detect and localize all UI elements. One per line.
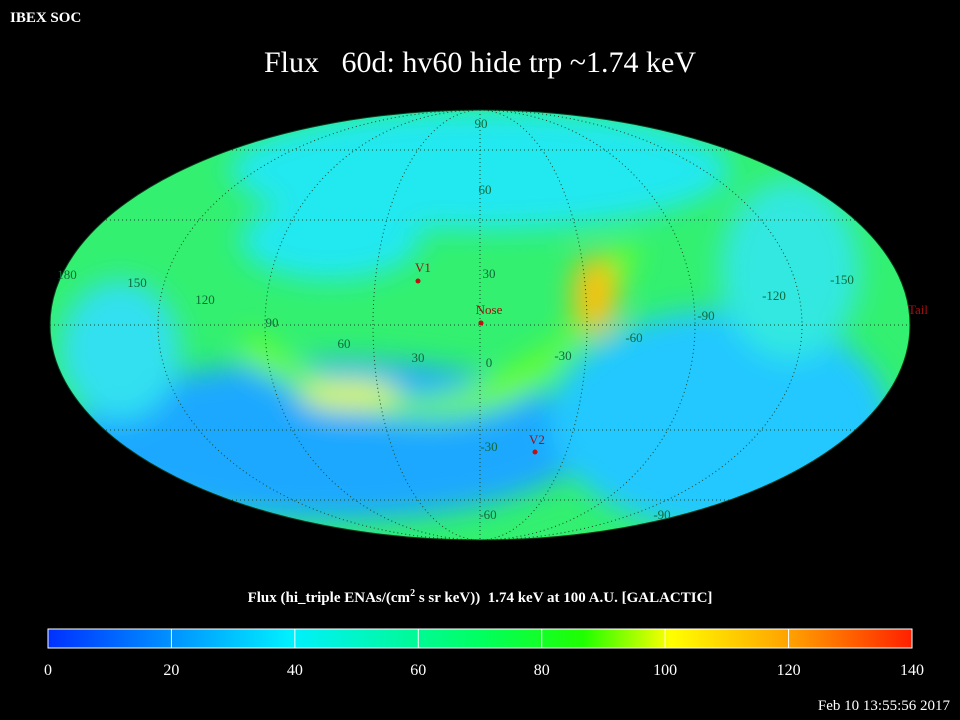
longitude-label: 30 xyxy=(412,350,425,365)
marker-dot xyxy=(532,449,538,455)
colorbar-tick-label: 40 xyxy=(287,662,303,679)
map-outline xyxy=(49,109,911,541)
longitude-label: -120 xyxy=(762,288,786,303)
colorbar-tick-label: 20 xyxy=(163,662,179,679)
colorbar-tick-label: 100 xyxy=(653,662,677,679)
marker-label: Tail xyxy=(908,302,928,317)
colorbar-tick-label: 60 xyxy=(410,662,426,679)
longitude-label: 150 xyxy=(127,275,147,290)
colorbar-title-start: Flux (hi_triple ENAs/(cm xyxy=(248,590,411,606)
timestamp: Feb 10 13:55:56 2017 xyxy=(818,698,951,714)
longitude-label: 60 xyxy=(338,336,351,351)
longitude-label: 180 xyxy=(57,267,77,282)
colorbar-title: Flux (hi_triple ENAs/(cm2 s sr keV)) 1.7… xyxy=(248,588,713,606)
marker-dot xyxy=(415,278,421,284)
marker-label: V1 xyxy=(415,260,431,275)
latitude-label: 60 xyxy=(479,182,492,197)
map-title: Flux 60d: hv60 hide trp ~1.74 keV xyxy=(264,46,696,79)
longitude-label: 0 xyxy=(486,355,493,370)
grid xyxy=(50,110,910,540)
colorbar-tick-label: 0 xyxy=(44,662,52,679)
org-label: IBEX SOC xyxy=(10,10,81,26)
latitude-label: 30 xyxy=(483,266,496,281)
longitude-label: -90 xyxy=(697,308,714,323)
latitude-label: -30 xyxy=(480,439,497,454)
latitude-label: -90 xyxy=(653,507,670,522)
flux-map xyxy=(50,110,910,540)
colorbar-title-sup: 2 xyxy=(410,588,415,599)
longitude-label: -150 xyxy=(830,272,854,287)
colorbar-title-end: s sr keV)) 1.74 keV at 100 A.U. [GALACTI… xyxy=(415,590,712,606)
marker-label: Nose xyxy=(476,302,503,317)
longitude-label: 90 xyxy=(266,315,279,330)
colorbar xyxy=(47,628,913,649)
longitude-label: 120 xyxy=(195,292,215,307)
latitude-label: 90 xyxy=(475,116,488,131)
colorbar-tick-label: 140 xyxy=(900,662,924,679)
colorbar-tick-label: 80 xyxy=(534,662,550,679)
longitude-label: -30 xyxy=(554,348,571,363)
marker-dot xyxy=(478,320,484,326)
marker-label: V2 xyxy=(529,432,545,447)
colorbar-tick-label: 120 xyxy=(777,662,801,679)
longitude-label: -60 xyxy=(625,330,642,345)
latitude-label: -60 xyxy=(479,507,496,522)
